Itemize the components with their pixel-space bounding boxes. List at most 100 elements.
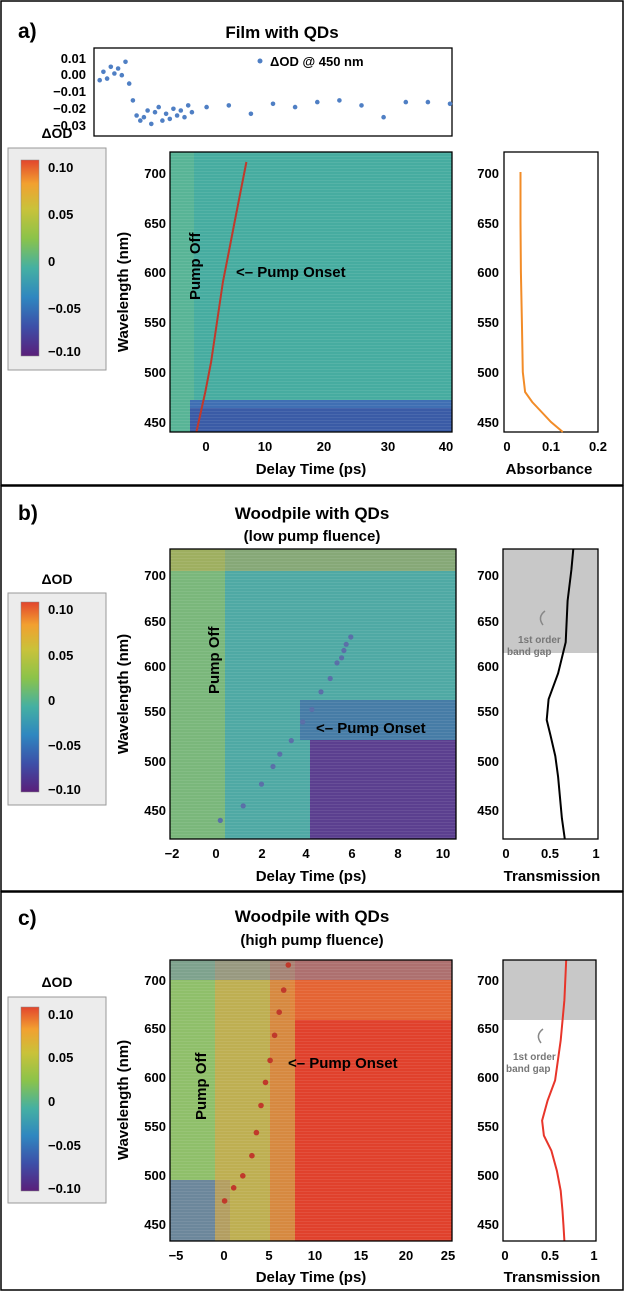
side-b-xlabel: Transmission bbox=[504, 868, 601, 885]
colorbar-a-tick-4: −0.05 bbox=[48, 301, 81, 316]
side-b-curve bbox=[545, 548, 575, 840]
panel-c-colorbar: ΔOD 0.10 0.05 0 −0.05 −0.10 bbox=[7, 974, 107, 1204]
pump-onset-dot bbox=[276, 1009, 283, 1015]
heatmap-b-xtick-4: 4 bbox=[302, 846, 310, 861]
side-b-xtick-1: 0 bbox=[502, 846, 509, 861]
panel-b-colorbar: ΔOD 0.10 0.05 0 −0.05 −0.10 bbox=[7, 571, 107, 806]
colorbar-b-tick-1: 0.10 bbox=[48, 602, 73, 617]
side-c-frame bbox=[502, 959, 597, 1242]
panel-a-inset: 0.01 0.00 −0.01 −0.02 −0.03 ΔOD @ 450 nm bbox=[53, 47, 453, 137]
pump-onset-dot bbox=[262, 1079, 269, 1086]
side-c-ytick-450: 450 bbox=[477, 1217, 499, 1232]
pump-onset-dot bbox=[221, 1198, 228, 1204]
side-c-xlabel: Transmission bbox=[504, 1269, 601, 1286]
heatmap-b-ytick-450: 450 bbox=[144, 803, 166, 818]
pump-onset-dot bbox=[253, 1129, 260, 1136]
heatmap-c-xtick-2: 0 bbox=[220, 1248, 227, 1263]
heatmap-a-texture bbox=[170, 152, 452, 432]
side-a-ytick-550: 550 bbox=[477, 315, 499, 330]
heatmap-b-ylabel: Wavelength (nm) bbox=[115, 634, 132, 754]
colorbar-a-tick-2: 0.05 bbox=[48, 207, 73, 222]
heatmap-c-xtick-6: 20 bbox=[399, 1248, 413, 1263]
pump-onset-dot bbox=[327, 675, 333, 682]
inset-frame bbox=[93, 47, 453, 137]
inset-ytick-3: −0.01 bbox=[53, 84, 86, 99]
panel-a-colorbar: ΔOD 0.10 0.05 0 −0.05 −0.10 bbox=[7, 125, 107, 371]
panel-b-subtitle: (low pump fluence) bbox=[244, 528, 381, 545]
heatmap-a-xtick-1: 0 bbox=[202, 439, 209, 454]
heatmap-b-xtick-2: 0 bbox=[212, 846, 219, 861]
panel-b-frame bbox=[0, 485, 624, 892]
inset-point bbox=[226, 103, 232, 108]
side-c-xtick-2: 0.5 bbox=[541, 1248, 559, 1263]
panel-b-transmission: 1st order band gap 700 650 600 550 500 4… bbox=[477, 548, 601, 885]
inset-point bbox=[130, 98, 136, 103]
heatmap-c-frame bbox=[169, 959, 453, 1242]
pump-onset-dot bbox=[339, 655, 345, 661]
heatmap-a-frame bbox=[169, 151, 453, 433]
heatmap-b-xtick-6: 8 bbox=[394, 846, 401, 861]
side-a-frame bbox=[503, 151, 599, 433]
side-c-curve bbox=[541, 959, 568, 1242]
pump-onset-dot bbox=[249, 1152, 255, 1159]
inset-point bbox=[145, 108, 150, 113]
side-b-bandgap bbox=[503, 549, 598, 653]
colorbar-c-tick-2: 0.05 bbox=[48, 1050, 73, 1065]
heatmap-a-xtick-4: 30 bbox=[381, 439, 395, 454]
inset-point bbox=[115, 66, 121, 71]
inset-point bbox=[171, 106, 176, 112]
side-b-xtick-2: 0.5 bbox=[541, 846, 559, 861]
heatmap-c-ytick-550: 550 bbox=[144, 1119, 166, 1134]
pump-onset-dot bbox=[318, 689, 324, 695]
pump-onset-dot bbox=[300, 719, 306, 725]
inset-point bbox=[359, 103, 364, 108]
pump-onset-dot bbox=[280, 987, 287, 993]
inset-point bbox=[119, 72, 125, 78]
colorbar-c-title: ΔOD bbox=[41, 974, 72, 990]
heatmap-b-xtick-1: −2 bbox=[165, 846, 180, 861]
inset-point bbox=[152, 109, 158, 115]
inset-point bbox=[167, 116, 173, 122]
panel-b-title: Woodpile with QDs bbox=[235, 504, 390, 523]
inset-point bbox=[141, 114, 147, 120]
inset-ytick-2: 0.00 bbox=[61, 67, 86, 82]
side-b-xtick-3: 1 bbox=[592, 846, 599, 861]
inset-point bbox=[292, 104, 298, 110]
heatmap-c-ytick-650: 650 bbox=[144, 1021, 166, 1036]
heatmap-b-ytick-650: 650 bbox=[144, 614, 166, 629]
side-b-ytick-600: 600 bbox=[477, 659, 499, 674]
side-c-ytick-650: 650 bbox=[477, 1021, 499, 1036]
panel-c-heatmap: Pump Off <– Pump Onset 700 650 600 550 5… bbox=[115, 959, 455, 1286]
inset-points bbox=[97, 59, 453, 127]
inset-point bbox=[149, 121, 154, 127]
heatmap-b-ytick-600: 600 bbox=[144, 659, 166, 674]
side-b-ytick-550: 550 bbox=[477, 704, 499, 719]
side-c-xtick-3: 1 bbox=[590, 1248, 597, 1263]
side-a-ytick-700: 700 bbox=[477, 166, 499, 181]
panel-a-heatmap: Pump Off <– Pump Onset 700 650 600 550 5… bbox=[115, 151, 453, 478]
inset-point bbox=[182, 114, 187, 120]
heatmap-b-texture bbox=[170, 549, 456, 839]
side-b-ytick-700: 700 bbox=[477, 568, 499, 583]
inset-point bbox=[337, 98, 342, 103]
side-a-curve bbox=[519, 172, 564, 433]
heatmap-a-xlabel: Delay Time (ps) bbox=[256, 461, 367, 478]
inset-point bbox=[315, 99, 320, 105]
inset-point bbox=[174, 113, 180, 118]
heatmap-c-xtick-3: 5 bbox=[265, 1248, 272, 1263]
colorbar-b-tick-5: −0.10 bbox=[48, 782, 81, 797]
side-c-xtick-1: 0 bbox=[501, 1248, 508, 1263]
inset-point bbox=[189, 109, 195, 115]
heatmap-c-xtick-7: 25 bbox=[441, 1248, 455, 1263]
inset-point bbox=[248, 111, 254, 117]
side-a-xtick-2: 0.1 bbox=[542, 439, 560, 454]
heatmap-c-ylabel: Wavelength (nm) bbox=[115, 1040, 132, 1160]
inset-point bbox=[104, 76, 110, 81]
panel-a-absorbance: 700 650 600 550 500 450 0 0.1 0.2 Absorb… bbox=[477, 151, 607, 478]
heatmap-c-pump-onset-label: <– Pump Onset bbox=[288, 1055, 398, 1072]
side-c-ytick-550: 550 bbox=[477, 1119, 499, 1134]
heatmap-b-pump-onset-dots bbox=[217, 634, 354, 824]
heatmap-a-pump-onset-line bbox=[195, 161, 248, 433]
side-b-arrow bbox=[539, 610, 546, 626]
